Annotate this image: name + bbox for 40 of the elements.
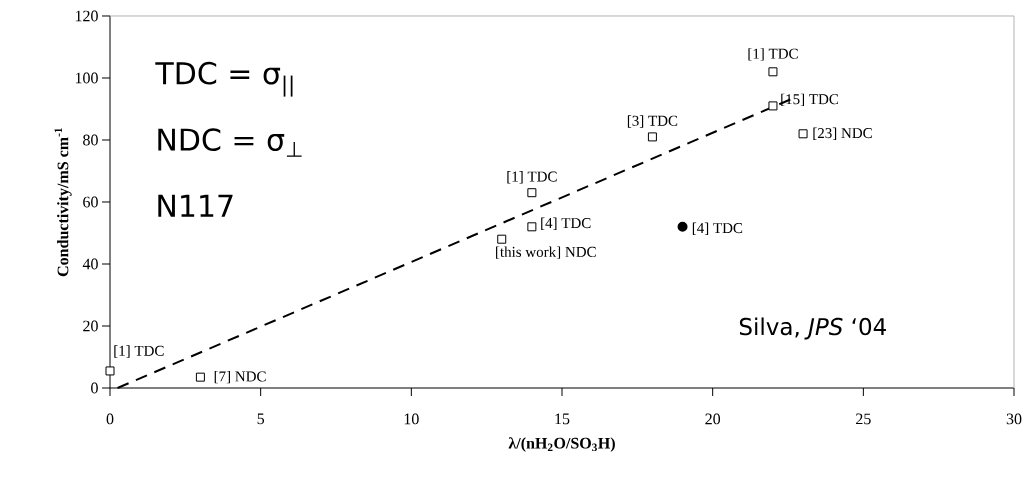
x-tick-label: 30: [1006, 413, 1022, 425]
y-axis-title: Conductivity/mS cm$^{-1}$: [54, 128, 72, 277]
y-tick-label: 120: [75, 10, 98, 22]
x-tick-label: 15: [555, 413, 570, 425]
annotation: [7] NDC: [214, 370, 266, 384]
annotation: [4] TDC: [692, 222, 743, 235]
point: [527, 188, 537, 198]
annotation: N117: [158, 194, 233, 217]
x-tick-label: 5: [257, 413, 265, 425]
y-tick-label: 100: [75, 72, 98, 84]
annotation: [1] TDC: [507, 171, 557, 184]
annotation: [23] NDC: [813, 127, 872, 140]
point: [527, 222, 537, 232]
annotation: [1] TDC: [748, 48, 798, 61]
x-tick-label: 0: [106, 413, 114, 425]
y-tick-label: 20: [83, 320, 98, 332]
y-tick-label: 60: [83, 196, 98, 208]
annotation: [15] TDC: [781, 93, 839, 107]
annotation: [1] TDC: [114, 345, 164, 358]
annotation: Silva, JPS ‘04: [739, 317, 886, 340]
point: [647, 132, 657, 142]
y-tick-label: 40: [82, 258, 98, 270]
x-axis-title: λ/(nH$_{2}$O/SO$_{3}$H): [508, 437, 615, 452]
point: [105, 366, 115, 376]
y-tick-label: 0: [91, 382, 98, 394]
annotation: [this work] NDC: [496, 246, 596, 259]
point: [677, 221, 688, 232]
annotation: TDC = σ$_{||}$: [155, 61, 293, 97]
annotation: [4] TDC: [541, 217, 591, 230]
annotation: [3] TDC: [627, 115, 678, 128]
y-tick-label: 80: [83, 134, 98, 146]
x-tick-label: 10: [404, 413, 419, 425]
x-tick-label: 20: [705, 413, 721, 425]
x-tick-label: 25: [856, 413, 871, 425]
point: [768, 67, 778, 77]
annotation: NDC = σ$_{⊥}$: [158, 128, 302, 157]
point: [798, 129, 808, 139]
point: [768, 101, 778, 111]
point: [195, 372, 205, 382]
point: [497, 234, 507, 244]
